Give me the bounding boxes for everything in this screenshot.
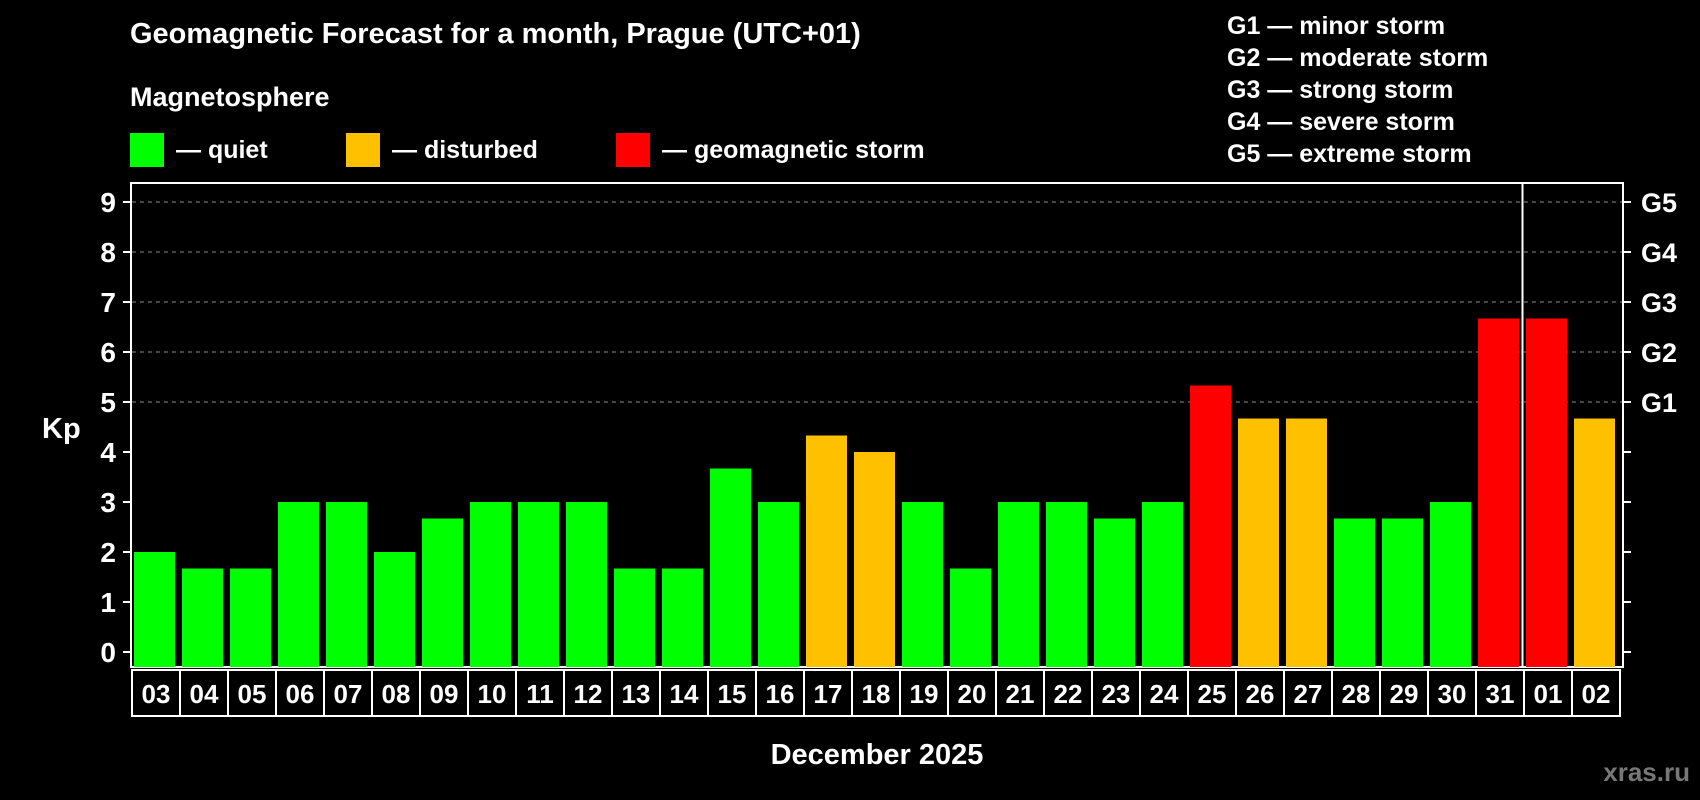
x-tick-label-01: 01 <box>1534 679 1563 709</box>
bar-12 <box>566 502 607 667</box>
storm-scale-legend: G1 — minor storm G2 — moderate storm G3 … <box>1227 10 1488 170</box>
x-tick-label-19: 19 <box>910 679 939 709</box>
bar-25 <box>1190 385 1231 667</box>
legend-item-storm: — geomagnetic storm <box>616 133 925 167</box>
bar-04 <box>182 568 223 667</box>
bar-26 <box>1238 418 1279 667</box>
x-tick-label-10: 10 <box>478 679 507 709</box>
x-tick-label-15: 15 <box>718 679 747 709</box>
x-tick-box <box>1571 669 1621 717</box>
bar-02 <box>1574 418 1615 667</box>
bar-09 <box>422 518 463 667</box>
x-tick-label-13: 13 <box>622 679 651 709</box>
x-tick-label-23: 23 <box>1102 679 1131 709</box>
bar-07 <box>326 502 367 667</box>
bar-30 <box>1430 502 1471 667</box>
x-tick-label-20: 20 <box>958 679 987 709</box>
bar-08 <box>374 552 415 667</box>
legend-label-disturbed: — disturbed <box>392 135 538 164</box>
bar-23 <box>1094 518 1135 667</box>
legend-item-quiet: — quiet <box>130 133 268 167</box>
y-tick-label: 1 <box>100 587 116 618</box>
y-tick-label: 4 <box>100 437 116 468</box>
bar-28 <box>1334 518 1375 667</box>
x-tick-label-24: 24 <box>1150 679 1179 709</box>
storm-scale-g2: G2 — moderate storm <box>1227 44 1489 72</box>
y-tick-label: 6 <box>100 337 116 368</box>
x-tick-label-09: 09 <box>430 679 459 709</box>
legend-item-disturbed: — disturbed <box>346 133 538 167</box>
bar-15 <box>710 468 751 667</box>
y-tick-label: 5 <box>100 387 116 418</box>
bar-29 <box>1382 518 1423 667</box>
bar-14 <box>662 568 703 667</box>
legend-swatch-quiet <box>130 133 164 167</box>
bar-10 <box>470 502 511 667</box>
x-tick-label-06: 06 <box>286 679 315 709</box>
x-tick-label-16: 16 <box>766 679 795 709</box>
x-tick-label-18: 18 <box>862 679 891 709</box>
x-tick-label-28: 28 <box>1342 679 1371 709</box>
x-tick-label-22: 22 <box>1054 679 1083 709</box>
bar-24 <box>1142 502 1183 667</box>
x-tick-label-25: 25 <box>1198 679 1227 709</box>
y-tick-label: 7 <box>100 287 116 318</box>
x-tick-label-29: 29 <box>1390 679 1419 709</box>
x-tick-label-30: 30 <box>1438 679 1467 709</box>
y-tick-label: 8 <box>100 237 116 268</box>
storm-scale-g1: G1 — minor storm <box>1227 12 1446 40</box>
legend-subtitle: Magnetosphere <box>130 82 330 112</box>
storm-scale-g4: G4 — severe storm <box>1227 108 1455 136</box>
bar-03 <box>134 552 175 667</box>
bar-21 <box>998 502 1039 667</box>
x-tick-label-26: 26 <box>1246 679 1275 709</box>
x-tick-label-02: 02 <box>1582 679 1611 709</box>
bar-31 <box>1478 318 1519 667</box>
bar-17 <box>806 435 847 667</box>
y-tick-label: 9 <box>100 187 116 218</box>
x-tick-label-11: 11 <box>526 679 554 709</box>
legend-swatch-disturbed <box>346 133 380 167</box>
x-tick-label-21: 21 <box>1006 679 1035 709</box>
y-tick-label: 0 <box>100 637 116 668</box>
storm-scale-g5: G5 — extreme storm <box>1227 140 1472 168</box>
chart-title: Geomagnetic Forecast for a month, Prague… <box>130 18 861 50</box>
x-tick-label-05: 05 <box>238 679 267 709</box>
bar-18 <box>854 452 895 667</box>
x-tick-label-03: 03 <box>142 679 171 709</box>
bar-05 <box>230 568 271 667</box>
y-axis-label: Kp <box>42 413 81 445</box>
bar-01 <box>1526 318 1567 667</box>
x-tick-label-27: 27 <box>1294 679 1323 709</box>
bar-27 <box>1286 418 1327 667</box>
g-scale-label-g1: G1 <box>1641 388 1677 418</box>
watermark: xras.ru <box>1603 757 1690 787</box>
y-tick-label: 3 <box>100 487 116 518</box>
x-tick-label-12: 12 <box>574 679 603 709</box>
g-scale-label-g3: G3 <box>1641 288 1677 318</box>
x-tick-label-04: 04 <box>190 679 219 709</box>
x-tick-label-14: 14 <box>670 679 699 709</box>
bar-11 <box>518 502 559 667</box>
bar-13 <box>614 568 655 667</box>
x-tick-label-08: 08 <box>382 679 411 709</box>
bar-22 <box>1046 502 1087 667</box>
g-scale-label-g5: G5 <box>1641 188 1677 218</box>
bar-20 <box>950 568 991 667</box>
legend-label-quiet: — quiet <box>176 135 268 164</box>
legend-label-storm: — geomagnetic storm <box>662 135 925 164</box>
x-tick-label-31: 31 <box>1486 679 1515 709</box>
x-tick-label-17: 17 <box>814 679 843 709</box>
g-scale-label-g2: G2 <box>1641 338 1677 368</box>
x-axis-label: December 2025 <box>771 739 984 771</box>
x-tick-label-07: 07 <box>334 679 363 709</box>
bar-19 <box>902 502 943 667</box>
bar-06 <box>278 502 319 667</box>
y-tick-label: 2 <box>100 537 116 568</box>
bar-16 <box>758 502 799 667</box>
storm-scale-g3: G3 — strong storm <box>1227 76 1454 104</box>
legend-swatch-storm <box>616 133 650 167</box>
g-scale-label-g4: G4 <box>1641 238 1677 268</box>
